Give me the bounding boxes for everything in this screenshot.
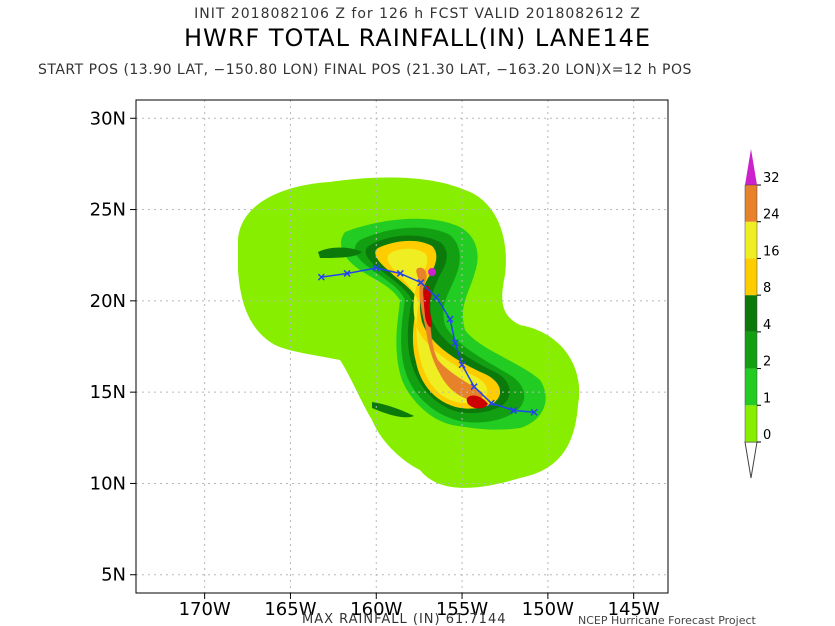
colorbar-level-label: 0 bbox=[763, 428, 771, 443]
colorbar-segment bbox=[745, 405, 757, 442]
track-position-marker bbox=[451, 339, 459, 347]
lat-label: 10N bbox=[90, 473, 126, 494]
track-position-marker bbox=[458, 361, 466, 369]
lon-label: 170W bbox=[179, 599, 231, 620]
lat-label: 5N bbox=[101, 565, 126, 586]
colorbar-level-label: 1 bbox=[763, 391, 771, 406]
rain-contour-16-24 bbox=[387, 248, 488, 404]
lon-label: 165W bbox=[264, 599, 316, 620]
colorbar-level-label: 4 bbox=[763, 318, 771, 333]
lat-label: 30N bbox=[90, 108, 126, 129]
colorbar-segment bbox=[745, 221, 757, 259]
position-line: START POS (13.90 LAT, −150.80 LON) FINAL… bbox=[38, 62, 692, 78]
track-position-marker bbox=[432, 293, 440, 301]
colorbar-level-label: 32 bbox=[763, 171, 780, 186]
track-position-marker bbox=[417, 279, 425, 287]
rain-contour-32-plus bbox=[423, 285, 488, 409]
track-position-marker bbox=[317, 273, 325, 281]
colorbar-segment bbox=[745, 295, 757, 332]
colorbar-over-arrow bbox=[745, 149, 757, 185]
axis-ticks bbox=[130, 117, 635, 599]
init-forecast-line: INIT 2018082106 Z for 126 h FCST VALID 2… bbox=[194, 6, 641, 22]
lon-label: 160W bbox=[350, 599, 402, 620]
rain-spur-west bbox=[318, 247, 362, 258]
track-position-marker bbox=[446, 315, 454, 323]
colorbar-level-label: 8 bbox=[763, 281, 771, 296]
longitude-labels: 170W 165W 160W 155W 150W 145W bbox=[179, 599, 660, 620]
colorbar-segment bbox=[745, 258, 757, 296]
track-position-marker bbox=[470, 383, 478, 391]
colorbar-segment bbox=[745, 368, 757, 406]
colorbar-outline bbox=[744, 184, 758, 443]
colorbar-level-label: 24 bbox=[763, 208, 780, 223]
track-position-marker bbox=[343, 269, 351, 277]
track-position-marker bbox=[372, 264, 380, 272]
lat-label: 15N bbox=[90, 382, 126, 403]
rain-spur-south bbox=[372, 402, 414, 418]
lat-label: 20N bbox=[90, 291, 126, 312]
colorbar-segment bbox=[745, 185, 757, 222]
max-rainfall-label: MAX RAINFALL (IN) 61.7144 bbox=[302, 612, 507, 626]
lon-label: 150W bbox=[522, 599, 574, 620]
credit-label: NCEP Hurricane Forecast Project bbox=[578, 614, 756, 626]
colorbar-under-arrow bbox=[744, 441, 758, 479]
map-title: HWRF TOTAL RAINFALL(IN) LANE14E bbox=[183, 24, 652, 52]
lon-label: 145W bbox=[608, 599, 660, 620]
grid-lines bbox=[136, 100, 668, 593]
storm-track bbox=[317, 264, 538, 416]
colorbar-level-label: 16 bbox=[763, 244, 780, 259]
rain-maximum-spot bbox=[428, 268, 436, 276]
track-position-marker bbox=[396, 269, 404, 277]
track-position-marker bbox=[510, 406, 518, 414]
colorbar-segment bbox=[745, 331, 757, 369]
rainfall-field bbox=[238, 177, 580, 488]
latitude-labels: 30N 25N 20N 15N 10N 5N bbox=[90, 108, 126, 585]
colorbar-level-label: 2 bbox=[763, 355, 771, 370]
track-position-marker bbox=[530, 408, 538, 416]
lat-label: 25N bbox=[90, 200, 126, 221]
lon-label: 155W bbox=[436, 599, 488, 620]
track-position-marker bbox=[487, 399, 495, 407]
plot-frame bbox=[135, 99, 669, 594]
